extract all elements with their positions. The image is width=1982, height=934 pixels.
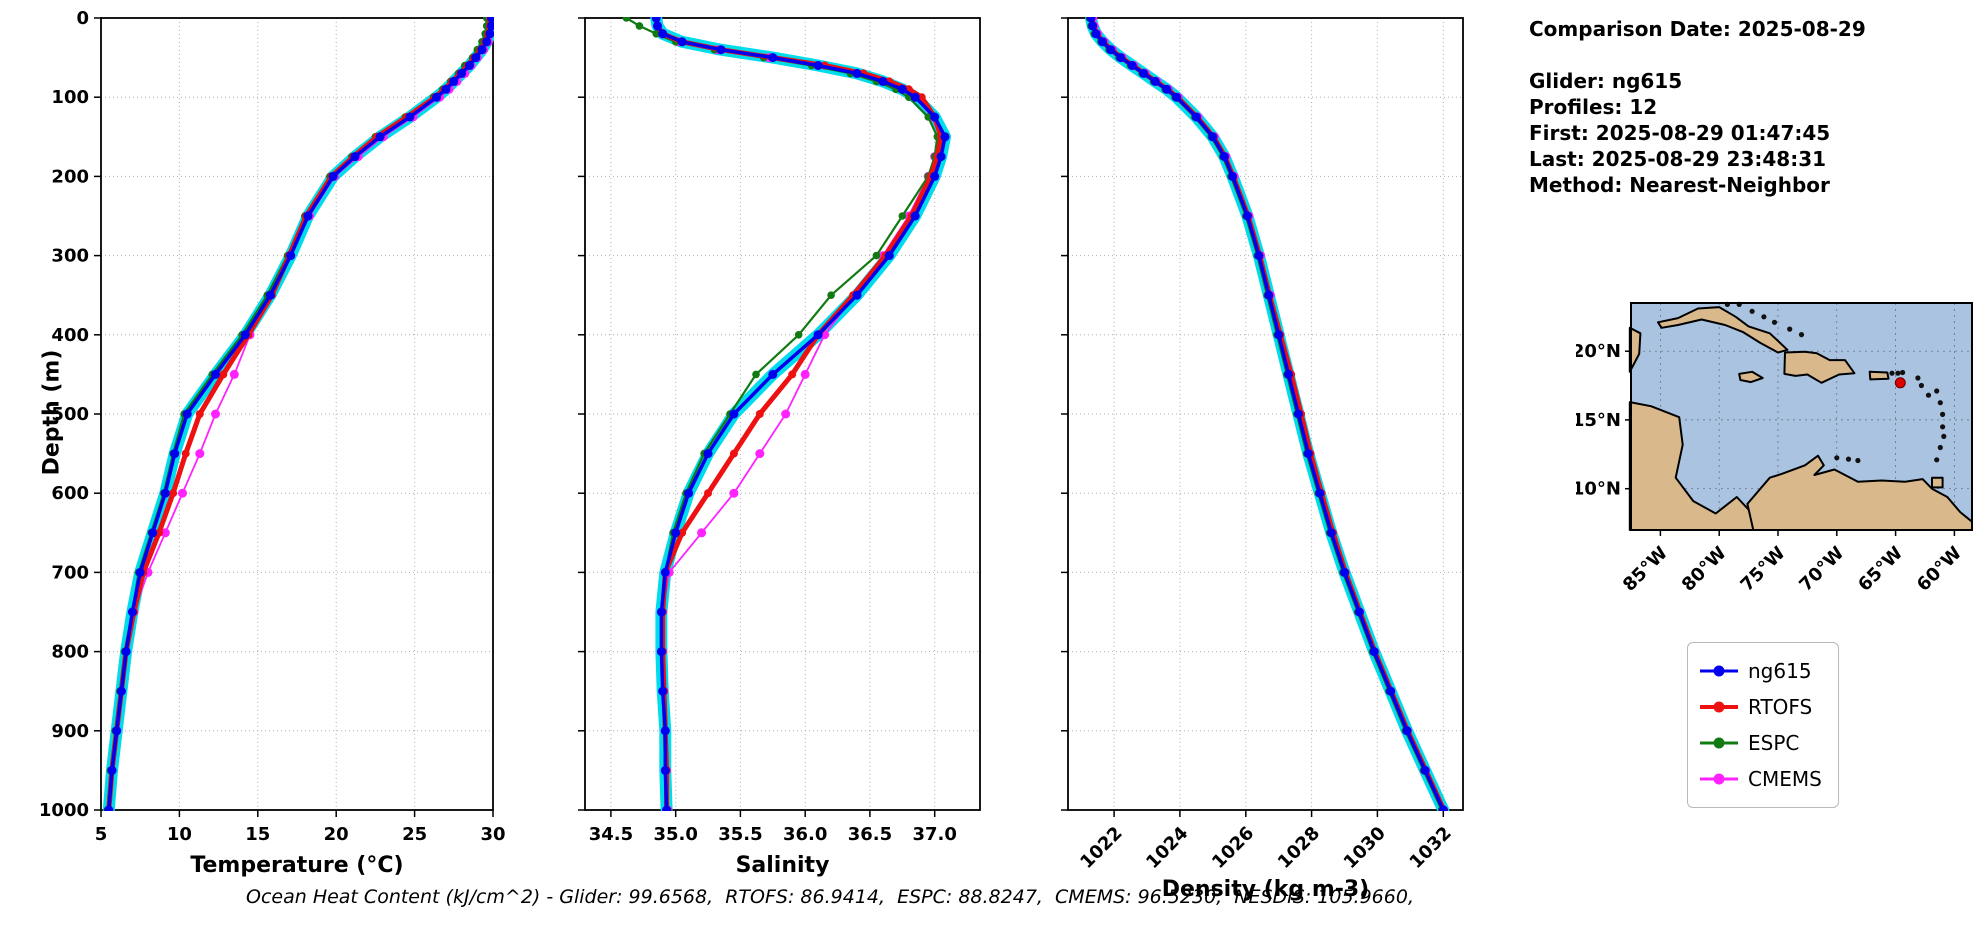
salinity-series <box>622 17 951 811</box>
legend-swatch-espc <box>1700 733 1738 753</box>
profiles-count-text: Profiles: 12 <box>1529 95 1658 119</box>
svg-text:35.5: 35.5 <box>718 824 762 845</box>
temperature-axis-title: Temperature (°C) <box>190 853 403 878</box>
map-lon-label: 80°W <box>1678 543 1731 596</box>
map-lon-label: 85°W <box>1619 543 1672 596</box>
svg-text:1026: 1026 <box>1208 823 1258 873</box>
salinity-axes: 34.5 35.0 35.5 36.0 36.5 37.0 Salinity <box>578 17 981 878</box>
glider-position-marker <box>1894 377 1906 389</box>
svg-text:0: 0 <box>76 8 89 29</box>
salinity-series-ng615 <box>651 17 950 811</box>
glider-id-text: Glider: ng615 <box>1529 69 1683 93</box>
svg-text:1030: 1030 <box>1340 823 1390 873</box>
last-profile-text: Last: 2025-08-29 23:48:31 <box>1529 147 1827 171</box>
temperature-series <box>102 17 494 811</box>
svg-text:600: 600 <box>51 483 89 504</box>
svg-text:10: 10 <box>167 824 192 845</box>
map-lon-label: 70°W <box>1795 543 1848 596</box>
legend-swatch-ng615 <box>1700 661 1738 681</box>
map-lon-label: 75°W <box>1737 543 1790 596</box>
svg-text:20: 20 <box>324 824 349 845</box>
svg-text:25: 25 <box>402 824 427 845</box>
salinity-chart: 34.5 35.0 35.5 36.0 36.5 37.0 Salinity <box>578 17 981 878</box>
svg-text:500: 500 <box>51 404 89 425</box>
svg-text:34.5: 34.5 <box>589 824 633 845</box>
svg-text:1024: 1024 <box>1142 823 1192 873</box>
legend-label-espc: ESPC <box>1748 731 1800 755</box>
legend-item-cmems: CMEMS <box>1700 761 1822 797</box>
svg-text:100: 100 <box>51 87 89 108</box>
svg-text:1022: 1022 <box>1076 823 1126 873</box>
svg-text:5: 5 <box>95 824 108 845</box>
temperature-chart: 5 10 15 20 25 3001002003004005006007008009001… <box>39 8 506 878</box>
svg-text:1028: 1028 <box>1274 823 1324 873</box>
legend-item-espc: ESPC <box>1700 725 1822 761</box>
temperature-axes: 5 10 15 20 25 3001002003004005006007008009001… <box>39 8 506 878</box>
svg-text:900: 900 <box>51 721 89 742</box>
map-canvas: 20°N 15°N 10°N 85°W 80°W 75°W 70°W 65°W 60°W <box>1576 301 1973 596</box>
temperature-series-ng615 <box>104 17 494 811</box>
legend: ng615 RTOFS ESPC CMEMS <box>1687 642 1839 808</box>
svg-text:200: 200 <box>51 166 89 187</box>
svg-text:300: 300 <box>51 246 89 267</box>
salinity-axis-title: Salinity <box>736 853 830 878</box>
map-lat-label: 10°N <box>1576 479 1621 500</box>
svg-text:36.5: 36.5 <box>848 824 892 845</box>
map-lon-label: 60°W <box>1913 543 1966 596</box>
svg-text:1000: 1000 <box>39 800 89 821</box>
map-lat-label: 15°N <box>1576 410 1621 431</box>
svg-text:400: 400 <box>51 325 89 346</box>
density-axis-title: Density (kg m-3) <box>1162 877 1370 902</box>
map-lon-label: 65°W <box>1854 543 1907 596</box>
location-map: 20°N 15°N 10°N 85°W 80°W 75°W 70°W 65°W 60°W <box>1576 301 1973 596</box>
map-lat-label: 20°N <box>1576 341 1621 362</box>
svg-text:37.0: 37.0 <box>912 824 956 845</box>
svg-text:800: 800 <box>51 642 89 663</box>
svg-text:36.0: 36.0 <box>783 824 827 845</box>
svg-text:15: 15 <box>245 824 270 845</box>
info-panel: Comparison Date: 2025-08-29 Glider: ng61… <box>1529 16 1866 198</box>
svg-text:700: 700 <box>51 562 89 583</box>
legend-swatch-cmems <box>1700 769 1738 789</box>
legend-label-ng615: ng615 <box>1748 659 1812 683</box>
svg-text:30: 30 <box>480 824 505 845</box>
temperature-series-rtofs <box>104 17 494 811</box>
legend-item-rtofs: RTOFS <box>1700 689 1822 725</box>
density-axes: 1022 1024 1026 1028 1030 1032 Density (kg m-3) <box>1061 17 1464 902</box>
ohc-caption: Ocean Heat Content (kJ/cm^2) - Glider: 9… <box>246 886 1414 908</box>
density-series-ng615 <box>1086 17 1448 811</box>
method-text: Method: Nearest-Neighbor <box>1529 173 1830 197</box>
temperature-glider-raw-line <box>102 17 494 811</box>
density-chart: 1022 1024 1026 1028 1030 1032 Density (kg m-3) <box>1061 17 1464 902</box>
map-land <box>1628 301 1973 531</box>
info-gap <box>1529 42 1866 68</box>
density-series <box>1085 17 1450 811</box>
legend-label-rtofs: RTOFS <box>1748 695 1813 719</box>
salinity-series-cmems <box>651 17 945 811</box>
legend-item-ng615: ng615 <box>1700 653 1822 689</box>
legend-swatch-rtofs <box>1700 697 1738 717</box>
legend-label-cmems: CMEMS <box>1748 767 1822 791</box>
first-profile-text: First: 2025-08-29 01:47:45 <box>1529 121 1831 145</box>
svg-text:1032: 1032 <box>1406 823 1456 873</box>
comparison-date-text: Comparison Date: 2025-08-29 <box>1529 17 1866 41</box>
svg-text:35.0: 35.0 <box>653 824 697 845</box>
